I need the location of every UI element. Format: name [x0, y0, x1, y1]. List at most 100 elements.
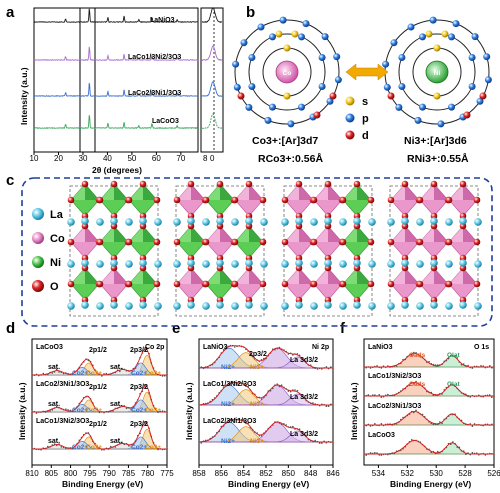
la-atom [231, 218, 239, 226]
o1s-tick-label: 526 [487, 469, 500, 478]
la-atom [401, 217, 409, 225]
xrd-series-lacoo3 [33, 115, 199, 130]
o1s-label-laco23ni13o3: LaCo2/3Ni1/3O3 [368, 403, 421, 410]
o-atom [367, 238, 375, 246]
la-atom [387, 302, 395, 310]
panel-f-o1s: LaNiO3 LaCo1/3Ni2/3O3 LaCo2/3Ni1/3O3 LaC… [349, 338, 500, 489]
la-atom [459, 301, 467, 309]
o-atom [281, 280, 289, 288]
o-atom [367, 196, 375, 204]
xrd-series-laco13ni23o3 [33, 46, 199, 62]
electron [329, 92, 337, 100]
electron [468, 83, 476, 90]
la-atom [401, 259, 409, 267]
la-atom [110, 301, 118, 309]
la-atom [81, 217, 89, 225]
co2p-peak-2p32-c: 2p3/2 [130, 421, 148, 428]
la-atom [430, 217, 438, 225]
o-atom [187, 180, 195, 188]
electron [287, 120, 295, 128]
la-atom [310, 302, 318, 310]
la-atom [202, 260, 210, 268]
la-atom [324, 259, 332, 267]
electron [463, 111, 471, 119]
electron [419, 33, 426, 41]
co2p-spectra [31, 348, 168, 451]
fit-envelope [364, 410, 494, 426]
la-atom [430, 301, 438, 309]
electron [448, 103, 455, 111]
co2p-tick-label: 775 [160, 469, 174, 478]
o1s-oads-a: Oads [409, 352, 426, 359]
electron [283, 44, 291, 52]
ni-nucleus-label: Ni [434, 70, 441, 77]
la-atom [173, 260, 181, 268]
o-atom [81, 180, 89, 188]
legend-o-marker [32, 280, 44, 292]
electron [390, 39, 398, 47]
la-atom [260, 218, 268, 226]
co2p-co3-1a: Co3+ [86, 370, 102, 377]
electron [257, 23, 265, 31]
electron [448, 33, 455, 41]
panel-label-a: a [6, 4, 15, 21]
o-atom [459, 180, 467, 188]
co2p-co2-3a: Co2+ [72, 444, 88, 451]
co2p-co2-1b: Co2+ [131, 370, 147, 377]
la-atom [67, 302, 75, 310]
la-atom [387, 218, 395, 226]
la-atom [187, 217, 195, 225]
o-atom [387, 238, 395, 246]
la-atom [401, 301, 409, 309]
la-atom [295, 259, 303, 267]
xrd-label-lacoo3: LaCoO3 [152, 118, 179, 125]
electron [468, 54, 476, 61]
o1s-label-lacoo3: LaCoO3 [368, 432, 395, 439]
ni2p-ni2-c: Ni2+ [221, 438, 235, 445]
xrd-x-axis-label: 2θ (degrees) [92, 165, 142, 175]
electron [232, 60, 240, 68]
co2p-peak-2p12-c: 2p1/2 [89, 421, 107, 428]
legend-la-label: La [50, 209, 64, 221]
electron [279, 16, 287, 24]
o-atom [473, 196, 481, 204]
structure-cell-1 [67, 180, 162, 317]
la-atom [125, 260, 133, 268]
fit-envelope [198, 419, 333, 443]
co2p-sat-1b: sat. [110, 364, 122, 371]
electron [237, 92, 245, 100]
la-atom [96, 260, 104, 268]
co-electron-config: Co3+:[Ar]3d7 [252, 135, 318, 147]
co2p-frame [31, 338, 168, 466]
co2p-sat-1a: sat. [48, 364, 60, 371]
ni2p-la3d-a: La 3d3/2 [290, 357, 318, 364]
la-atom [416, 260, 424, 268]
o-atom [231, 196, 239, 204]
ni2p-tick-label: 846 [326, 469, 340, 478]
o-atom [367, 280, 375, 288]
panel-c-crystal-structures: La Co Ni O [21, 177, 493, 327]
la-atom [459, 259, 467, 267]
xrd-tick-label: 30 [79, 154, 88, 163]
co2p-corner-label: Co 2p [145, 344, 164, 351]
la-atom [139, 217, 147, 225]
la-atom [368, 218, 376, 226]
la-atom [202, 218, 210, 226]
electron [318, 54, 326, 61]
xrd-series-laco23ni13o3 [34, 82, 198, 97]
xrd-zoom-laco23ni13o3 [201, 81, 223, 97]
ni-nucleus [425, 60, 449, 84]
o-atom [96, 238, 104, 246]
electron [326, 97, 334, 105]
la-atom [173, 218, 181, 226]
o-atom [339, 238, 347, 246]
legend-co-label: Co [50, 233, 65, 245]
panel-e-ni2p: LaNiO3 LaCo1/3Ni2/3O3 LaCo2/3Ni1/3O3 Ni … [184, 338, 340, 489]
la-atom [260, 302, 268, 310]
ni2p-tick-label: 850 [282, 469, 296, 478]
co2p-tick-label: 780 [141, 469, 155, 478]
co2p-sat-2b: sat. [110, 401, 122, 408]
o-atom [430, 180, 438, 188]
la-atom [245, 259, 253, 267]
o1s-frame [363, 338, 495, 466]
